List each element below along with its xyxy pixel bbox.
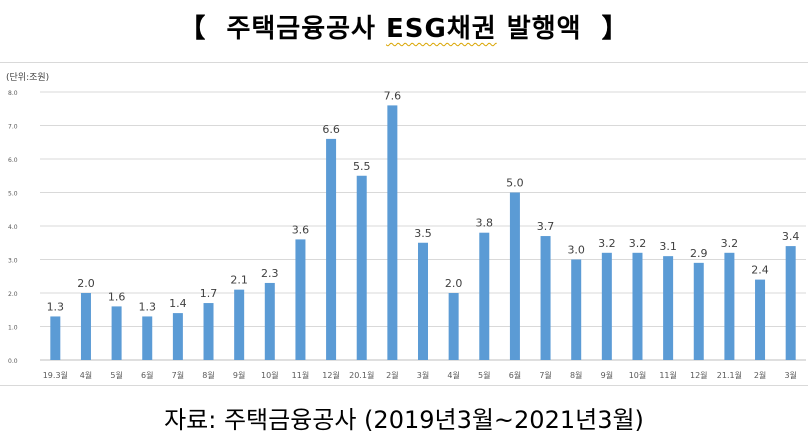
bar (50, 316, 61, 360)
x-tick-label: 21.1월 (717, 370, 742, 380)
y-tick-label: 8.0 (8, 90, 18, 97)
bar (755, 279, 766, 360)
data-label: 3.5 (414, 227, 432, 240)
bar-chart: 0.0 1.0 2.0 3.0 4.0 5.0 6.0 7.0 8.0 1.3 19.3월 2.0 4월… (8, 89, 806, 380)
bar (448, 293, 459, 360)
x-tick-label: 5월 (478, 370, 490, 380)
x-tick-label: 12월 (690, 370, 708, 380)
data-label: 1.7 (200, 287, 218, 300)
data-label: 5.0 (506, 177, 524, 190)
x-tick-label: 2월 (754, 370, 766, 380)
data-label: 5.5 (353, 160, 371, 173)
bar (387, 105, 398, 361)
title-bracket-left: 【 (179, 14, 207, 44)
bar (509, 192, 520, 360)
x-tick-label: 3월 (784, 370, 796, 380)
bar (203, 303, 214, 360)
title-main: 주택금융공사 (226, 14, 376, 44)
bar (571, 259, 582, 360)
x-tick-label: 8월 (202, 370, 214, 380)
x-tick-label: 11월 (659, 370, 677, 380)
title-tail: 발행액 (506, 14, 582, 44)
y-tick-label: 6.0 (8, 157, 18, 164)
data-label: 3.0 (567, 244, 585, 257)
data-label: 1.3 (47, 300, 65, 313)
data-label: 1.3 (138, 300, 156, 313)
bar (663, 256, 674, 360)
bar (172, 313, 183, 360)
title-bracket-right: 】 (601, 14, 629, 44)
x-tick-label: 12월 (322, 370, 340, 380)
data-label: 1.4 (169, 297, 187, 310)
bar (295, 239, 306, 360)
data-label: 6.6 (322, 123, 340, 136)
bar (80, 293, 91, 360)
bar (111, 306, 122, 360)
title-esg: ESG채권 (386, 14, 497, 44)
bar (326, 138, 337, 360)
data-label: 2.4 (751, 264, 769, 277)
data-label: 7.6 (384, 89, 402, 102)
data-label: 3.7 (537, 220, 555, 233)
data-label: 2.0 (77, 277, 95, 290)
data-label: 1.6 (108, 290, 126, 303)
x-tick-label: 11월 (292, 370, 310, 380)
bar (356, 175, 367, 360)
x-tick-label: 9월 (233, 370, 245, 380)
bar (540, 236, 551, 360)
data-label: 3.2 (721, 237, 739, 250)
data-label: 3.4 (782, 230, 800, 243)
bar (601, 252, 612, 360)
y-tick-label: 1.0 (8, 325, 18, 332)
bar (724, 252, 735, 360)
x-tick-label: 19.3월 (43, 370, 68, 380)
x-tick-label: 6월 (141, 370, 153, 380)
x-tick-label: 2월 (386, 370, 398, 380)
x-tick-label: 3월 (417, 370, 429, 380)
data-label: 3.8 (476, 217, 494, 230)
x-tick-label: 9월 (601, 370, 613, 380)
data-label: 2.9 (690, 247, 708, 260)
bar (632, 252, 643, 360)
x-tick-label: 4월 (447, 370, 459, 380)
x-tick-label: 5월 (110, 370, 122, 380)
y-tick-label: 3.0 (8, 258, 18, 265)
bar (785, 246, 796, 360)
bar (234, 289, 245, 360)
chart-title: 【 주택금융공사 ESG채권 발행액 】 (0, 8, 808, 45)
y-tick-label: 0.0 (8, 358, 18, 365)
y-tick-label: 4.0 (8, 224, 18, 231)
bar (693, 262, 704, 360)
unit-label: (단위:조원) (6, 73, 50, 83)
bar (142, 316, 153, 360)
y-tick-label: 5.0 (8, 191, 18, 198)
x-tick-label: 20.1월 (349, 370, 374, 380)
data-label: 2.0 (445, 277, 463, 290)
chart-frame (0, 62, 808, 386)
x-tick-label: 10월 (629, 370, 647, 380)
data-label: 3.6 (292, 223, 310, 236)
data-label: 2.1 (230, 274, 248, 287)
data-label: 3.2 (598, 237, 616, 250)
data-label: 3.2 (629, 237, 647, 250)
x-tick-label: 8월 (570, 370, 582, 380)
x-tick-label: 6월 (509, 370, 521, 380)
y-tick-label: 7.0 (8, 124, 18, 131)
x-tick-label: 7월 (539, 370, 551, 380)
data-label: 3.1 (659, 240, 677, 253)
bar (418, 242, 428, 360)
x-tick-label: 7월 (172, 370, 184, 380)
bar (479, 232, 490, 360)
x-tick-label: 10월 (261, 370, 279, 380)
source-note: 자료: 주택금융공사 (2019년3월~2021년3월) (164, 406, 644, 434)
bar (264, 282, 275, 360)
data-label: 2.3 (261, 267, 279, 280)
x-tick-label: 4월 (80, 370, 92, 380)
y-tick-label: 2.0 (8, 291, 18, 298)
